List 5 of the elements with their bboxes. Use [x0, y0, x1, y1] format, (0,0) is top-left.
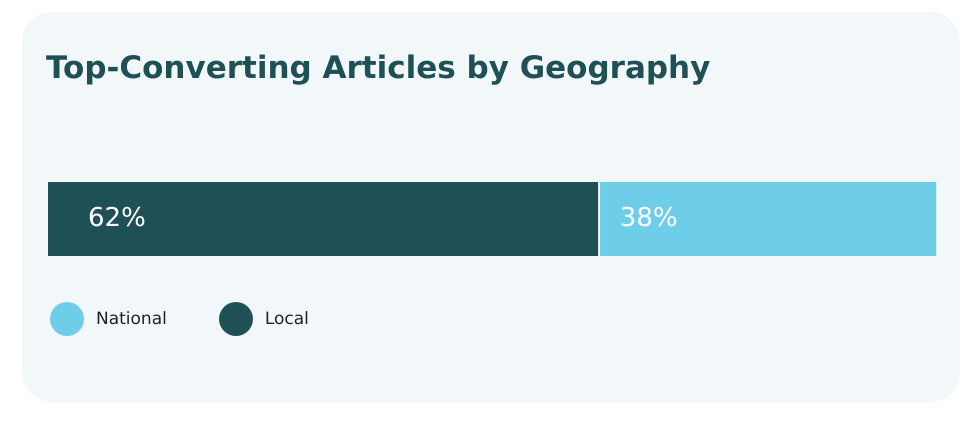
legend-label: Local — [264, 309, 309, 329]
chart-title: Top-Converting Articles by Geography — [46, 50, 710, 86]
data-label: 38% — [620, 202, 678, 233]
data-label: 62% — [88, 202, 146, 233]
legend-label: National — [96, 309, 167, 329]
